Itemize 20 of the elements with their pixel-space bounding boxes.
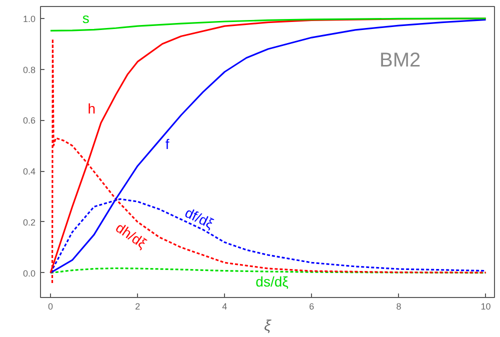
line-series — [50, 18, 487, 32]
y-tick-label: 0.8 — [22, 64, 36, 75]
x-tick-label: 6 — [309, 302, 314, 312]
x-tick-label: 4 — [222, 302, 228, 312]
y-tick-label: 0.6 — [22, 116, 36, 126]
series-label: h — [88, 100, 96, 116]
x-axis-title: ξ — [264, 318, 272, 334]
series-label: f — [165, 136, 170, 152]
x-tick-label: 8 — [396, 302, 402, 312]
annotation: BM2 — [380, 50, 421, 72]
x-tick-label: 10 — [480, 302, 491, 312]
y-tick-label: 0.4 — [22, 166, 36, 177]
text: df/dξ — [182, 204, 216, 232]
y-tick-label: 1.0 — [22, 14, 36, 24]
series-label: s — [82, 10, 90, 26]
x-tick-label: 2 — [135, 302, 140, 312]
y-tick-label: 0.0 — [22, 268, 36, 278]
y-tick-label: 0.2 — [22, 217, 36, 228]
series-label: ds/dξ — [256, 274, 288, 290]
x-tick-label: 0 — [48, 302, 54, 312]
